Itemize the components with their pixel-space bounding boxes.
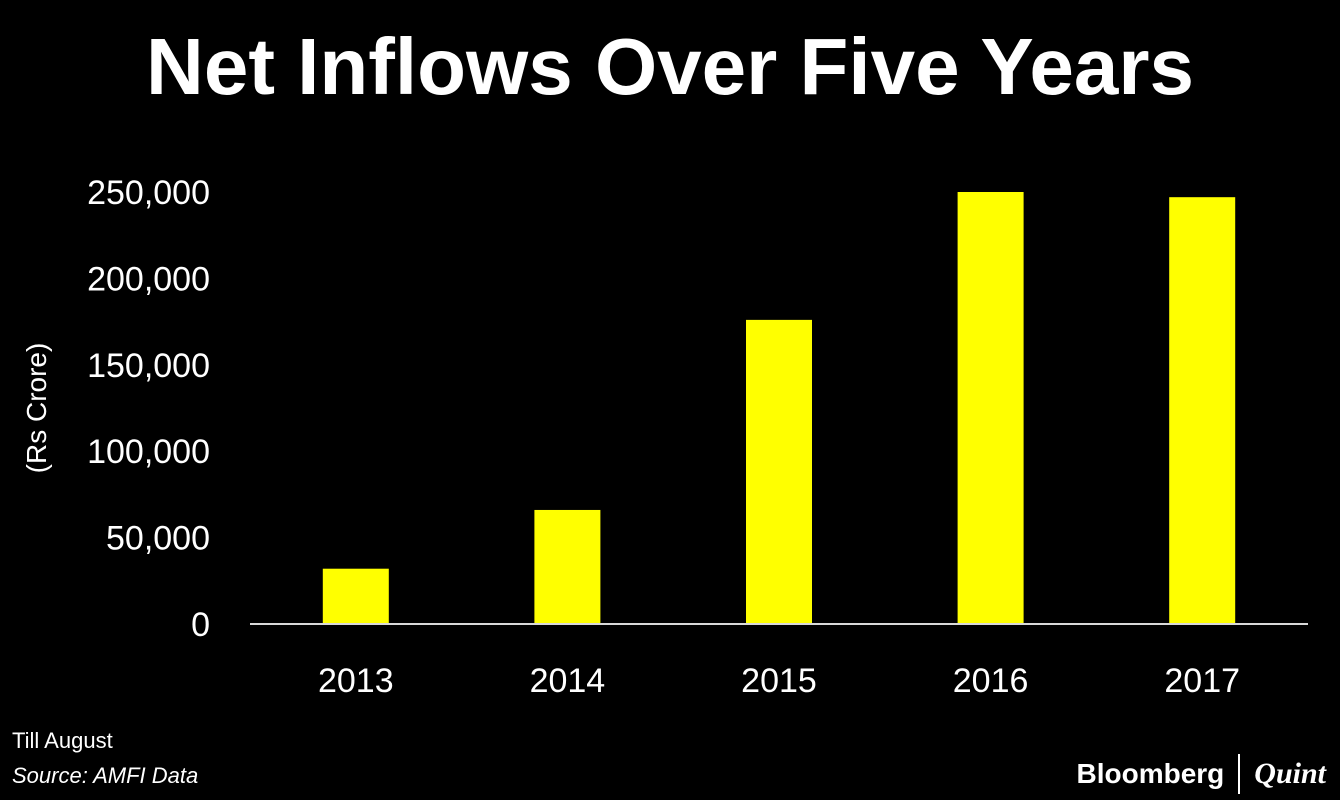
x-tick-label: 2014 xyxy=(530,662,606,700)
brand-secondary-name: Quint xyxy=(1254,757,1326,790)
bar xyxy=(534,509,601,624)
bar xyxy=(957,192,1024,624)
chart-title: Net Inflows Over Five Years xyxy=(146,22,1194,111)
y-tick-label: 50,000 xyxy=(106,520,210,558)
y-tick-label: 100,000 xyxy=(87,433,210,471)
bar xyxy=(746,319,812,624)
brand-divider xyxy=(1238,754,1241,794)
x-tick-label: 2013 xyxy=(318,662,394,700)
y-tick-label: 250,000 xyxy=(87,174,210,212)
y-tick-label: 0 xyxy=(191,606,210,644)
brand-logo: Bloomberg Quint xyxy=(1076,754,1326,794)
brand-primary-name: Bloomberg xyxy=(1076,758,1225,789)
x-tick-label: 2015 xyxy=(741,662,817,700)
y-axis-title: (Rs Crore) xyxy=(21,343,52,474)
x-tick-label: 2016 xyxy=(953,662,1029,700)
bar xyxy=(322,568,389,624)
bar-chart: (Rs Crore) 0 50,000 100,000 150,000 200,000 25… xyxy=(21,174,1308,700)
x-tick-label: 2017 xyxy=(1164,662,1240,700)
source-note: Source: AMFI Data xyxy=(12,763,199,788)
y-tick-label: 150,000 xyxy=(87,347,210,385)
bar xyxy=(1169,197,1236,624)
y-tick-label: 200,000 xyxy=(87,260,210,298)
footnote: Till August xyxy=(12,728,113,753)
